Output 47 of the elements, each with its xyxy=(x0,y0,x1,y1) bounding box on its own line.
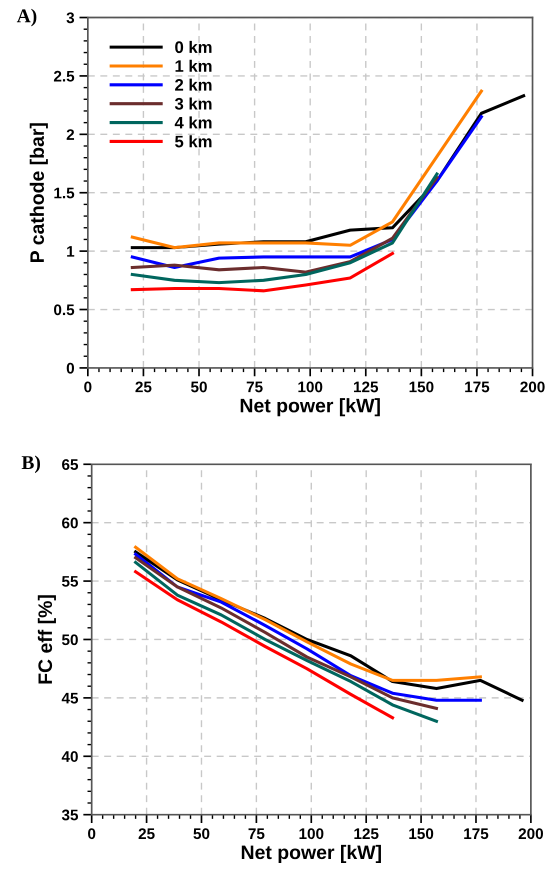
x-tick-label: 0 xyxy=(84,382,92,392)
legend-label: 1 km xyxy=(176,60,212,72)
x-tick-label: 200 xyxy=(520,382,545,392)
y-tick-label: 50 xyxy=(62,634,78,646)
x-tick-label: 50 xyxy=(190,382,207,392)
x-tick-label: 100 xyxy=(298,382,322,392)
y-tick-label: 60 xyxy=(62,518,78,528)
line-series xyxy=(134,546,482,682)
x-axis-title: Net power [kW] xyxy=(240,398,380,416)
x-tick-label: 200 xyxy=(518,828,544,840)
text: A) xyxy=(16,8,36,26)
x-axis-title: Net power [kW] xyxy=(242,844,381,864)
y-tick-label: 65 xyxy=(62,459,78,470)
x-tick-label: 50 xyxy=(193,828,210,840)
x-tick-label: 25 xyxy=(138,828,155,840)
y-tick-label: 1 xyxy=(67,246,74,257)
y-tick-label: 2 xyxy=(66,129,74,140)
x-tick-label: 100 xyxy=(300,828,324,840)
y-tick-label: 55 xyxy=(62,576,78,587)
legend-label: 3 km xyxy=(174,97,212,110)
y-tick-label: 0 xyxy=(66,362,74,374)
x-tick-label: 25 xyxy=(135,382,152,392)
x-tick-label: 125 xyxy=(354,382,378,392)
legend-label: 2 km xyxy=(175,78,212,91)
y-tick-label: 45 xyxy=(62,692,78,704)
x-tick-label: 125 xyxy=(354,828,379,840)
y-tick-label: 2.5 xyxy=(54,70,74,82)
y-axis-title: FC eff [%] xyxy=(38,595,56,684)
y-tick-label: 0.5 xyxy=(54,304,74,316)
legend-label: 5 km xyxy=(175,135,212,148)
x-tick-label: 150 xyxy=(409,828,434,840)
x-tick-label: 75 xyxy=(248,828,264,840)
line-series xyxy=(130,252,394,292)
legend-label: 0 km xyxy=(175,40,212,54)
text: B) xyxy=(22,455,40,474)
x-tick-label: 75 xyxy=(246,382,263,392)
y-tick-label: 35 xyxy=(62,810,78,820)
y-axis-title: P cathode [bar] xyxy=(30,123,48,262)
y-tick-label: 1.5 xyxy=(54,188,74,198)
legend-label: 4 km xyxy=(174,116,212,128)
x-tick-label: 0 xyxy=(88,828,96,840)
x-tick-label: 175 xyxy=(464,828,488,840)
line-series xyxy=(134,570,394,720)
x-tick-label: 175 xyxy=(465,382,490,392)
x-tick-label: 150 xyxy=(410,382,434,392)
y-tick-label: 3 xyxy=(66,12,74,24)
y-tick-label: 40 xyxy=(62,751,78,762)
